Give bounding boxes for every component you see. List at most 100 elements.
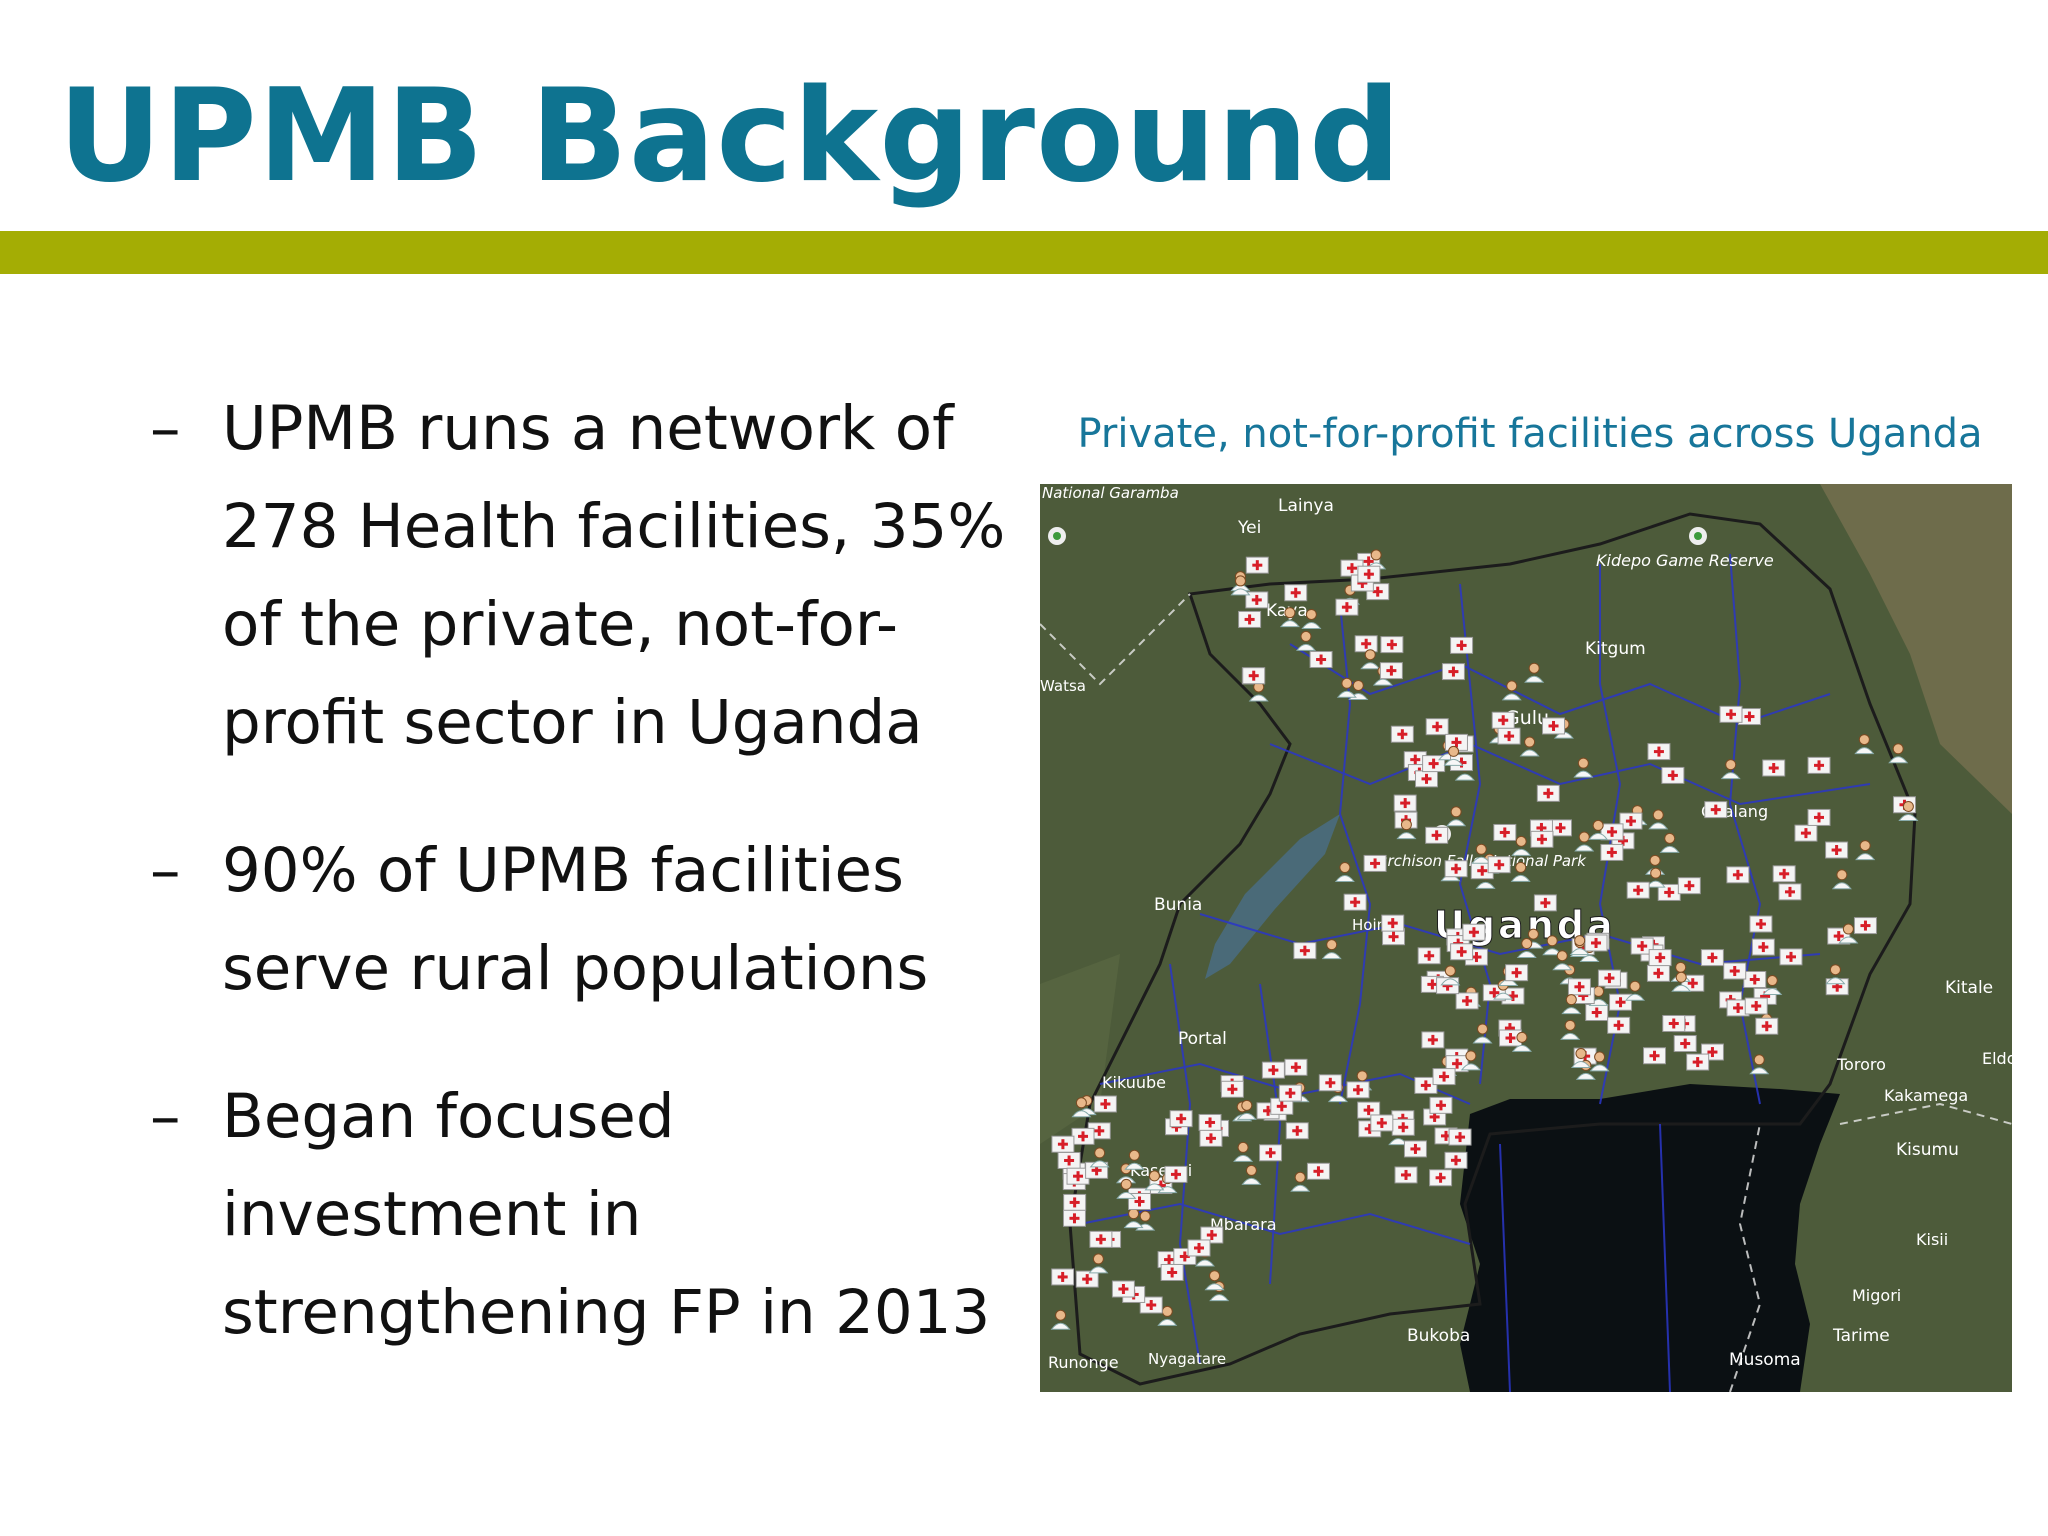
hospital-marker-icon — [1619, 812, 1643, 830]
doctor-marker-icon — [1570, 1048, 1591, 1069]
lake-albert — [1205, 814, 1340, 979]
hospital-marker-icon — [1505, 964, 1529, 982]
doctor-marker-icon — [1524, 662, 1545, 683]
doctor-marker-icon — [1157, 1305, 1178, 1326]
doctor-marker-icon — [1659, 832, 1680, 853]
place-label: Tororo — [1836, 1055, 1886, 1074]
doctor-marker-icon — [1749, 1054, 1770, 1075]
doctor-marker-icon — [1831, 869, 1852, 890]
hospital-marker-icon — [1646, 964, 1670, 982]
hospital-marker-icon — [1609, 993, 1633, 1011]
hospital-marker-icon — [1285, 1122, 1309, 1140]
hospital-marker-icon — [1825, 841, 1849, 859]
hospital-marker-icon — [1673, 1035, 1697, 1053]
hospital-marker-icon — [1853, 917, 1877, 935]
hospital-marker-icon — [1444, 733, 1468, 751]
hospital-marker-icon — [1542, 717, 1566, 735]
hospital-marker-icon — [1245, 556, 1269, 574]
facility-map: National Garamba Lainya Yei Kidepo Game … — [1040, 484, 2012, 1392]
hospital-marker-icon — [1089, 1230, 1113, 1248]
hospital-marker-icon — [1169, 1110, 1193, 1128]
doctor-marker-icon — [1440, 965, 1461, 986]
park-marker-icon — [1048, 527, 1066, 545]
hospital-marker-icon — [1448, 1128, 1472, 1146]
hospital-marker-icon — [1744, 997, 1768, 1015]
hospital-marker-icon — [1677, 877, 1701, 895]
hospital-marker-icon — [1063, 1193, 1087, 1211]
doctor-marker-icon — [1589, 1051, 1610, 1072]
hospital-marker-icon — [1432, 1068, 1456, 1086]
bullet-item: – UPMB runs a network of 278 Health faci… — [150, 380, 1030, 772]
title-underline-bar — [0, 231, 2048, 274]
doctor-marker-icon — [1671, 971, 1692, 992]
hospital-marker-icon — [1261, 1061, 1285, 1079]
place-label: Runonge — [1048, 1353, 1119, 1372]
hospital-marker-icon — [1415, 770, 1439, 788]
hospital-marker-icon — [1403, 1140, 1427, 1158]
hospital-marker-icon — [1139, 1296, 1163, 1314]
doctor-marker-icon — [1898, 800, 1919, 821]
hospital-marker-icon — [1807, 808, 1831, 826]
map-caption: Private, not-for-profit facilities acros… — [1077, 411, 1983, 457]
hospital-marker-icon — [1630, 937, 1654, 955]
hospital-marker-icon — [1062, 1209, 1086, 1227]
hospital-marker-icon — [1306, 1162, 1330, 1180]
doctor-marker-icon — [1516, 938, 1537, 959]
hospital-marker-icon — [1491, 711, 1515, 729]
doctor-marker-icon — [1248, 681, 1269, 702]
doctor-marker-icon — [1116, 1178, 1137, 1199]
hospital-marker-icon — [1450, 636, 1474, 654]
doctor-marker-icon — [1519, 736, 1540, 757]
doctor-marker-icon — [1460, 1050, 1481, 1071]
doctor-marker-icon — [1762, 975, 1783, 996]
doctor-marker-icon — [1124, 1149, 1145, 1170]
hospital-marker-icon — [1600, 823, 1624, 841]
place-label: Eldoret — [1982, 1049, 2012, 1068]
doctor-marker-icon — [1511, 835, 1532, 856]
doctor-marker-icon — [1279, 607, 1300, 628]
hospital-marker-icon — [1445, 1055, 1469, 1073]
doctor-marker-icon — [1144, 1170, 1165, 1191]
doctor-marker-icon — [1588, 819, 1609, 840]
hospital-marker-icon — [1363, 854, 1387, 872]
facility-markers — [1050, 549, 1919, 1330]
hospital-marker-icon — [1493, 823, 1517, 841]
hospital-marker-icon — [1198, 1113, 1222, 1131]
hospital-marker-icon — [1779, 948, 1803, 966]
hospital-marker-icon — [1284, 584, 1308, 602]
hospital-marker-icon — [1245, 591, 1269, 609]
hospital-marker-icon — [1704, 801, 1728, 819]
doctor-marker-icon — [1233, 1141, 1254, 1162]
hospital-marker-icon — [1530, 830, 1554, 848]
hospital-marker-icon — [1379, 662, 1403, 680]
place-label: Musoma — [1729, 1350, 1801, 1370]
hospital-marker-icon — [1778, 883, 1802, 901]
doctor-marker-icon — [1569, 935, 1590, 956]
bullet-dash: – — [150, 1081, 181, 1152]
hospital-marker-icon — [1381, 914, 1405, 932]
doctor-marker-icon — [1648, 809, 1669, 830]
doctor-marker-icon — [1230, 575, 1251, 596]
hospital-marker-icon — [1751, 938, 1775, 956]
bullet-text: 90% of UPMB facilities serve rural popul… — [222, 835, 929, 1004]
hospital-marker-icon — [1450, 943, 1474, 961]
place-label: Bukoba — [1407, 1326, 1470, 1346]
hospital-marker-icon — [1441, 663, 1465, 681]
doctor-marker-icon — [1510, 861, 1531, 882]
hospital-marker-icon — [1487, 856, 1511, 874]
place-label: Kitale — [1945, 978, 1993, 998]
doctor-marker-icon — [1511, 1031, 1532, 1052]
hospital-marker-icon — [1533, 894, 1557, 912]
doctor-marker-icon — [1838, 923, 1859, 944]
place-label: Bunia — [1154, 895, 1202, 915]
doctor-marker-icon — [1241, 1164, 1262, 1185]
hospital-marker-icon — [1370, 1114, 1394, 1132]
place-label: Lainya — [1278, 496, 1334, 516]
hospital-marker-icon — [1444, 860, 1468, 878]
hospital-marker-icon — [1051, 1268, 1075, 1286]
hospital-marker-icon — [1335, 598, 1359, 616]
hospital-marker-icon — [1414, 1076, 1438, 1094]
hospital-marker-icon — [1600, 843, 1624, 861]
hospital-marker-icon — [1749, 915, 1773, 933]
doctor-marker-icon — [1825, 964, 1846, 985]
